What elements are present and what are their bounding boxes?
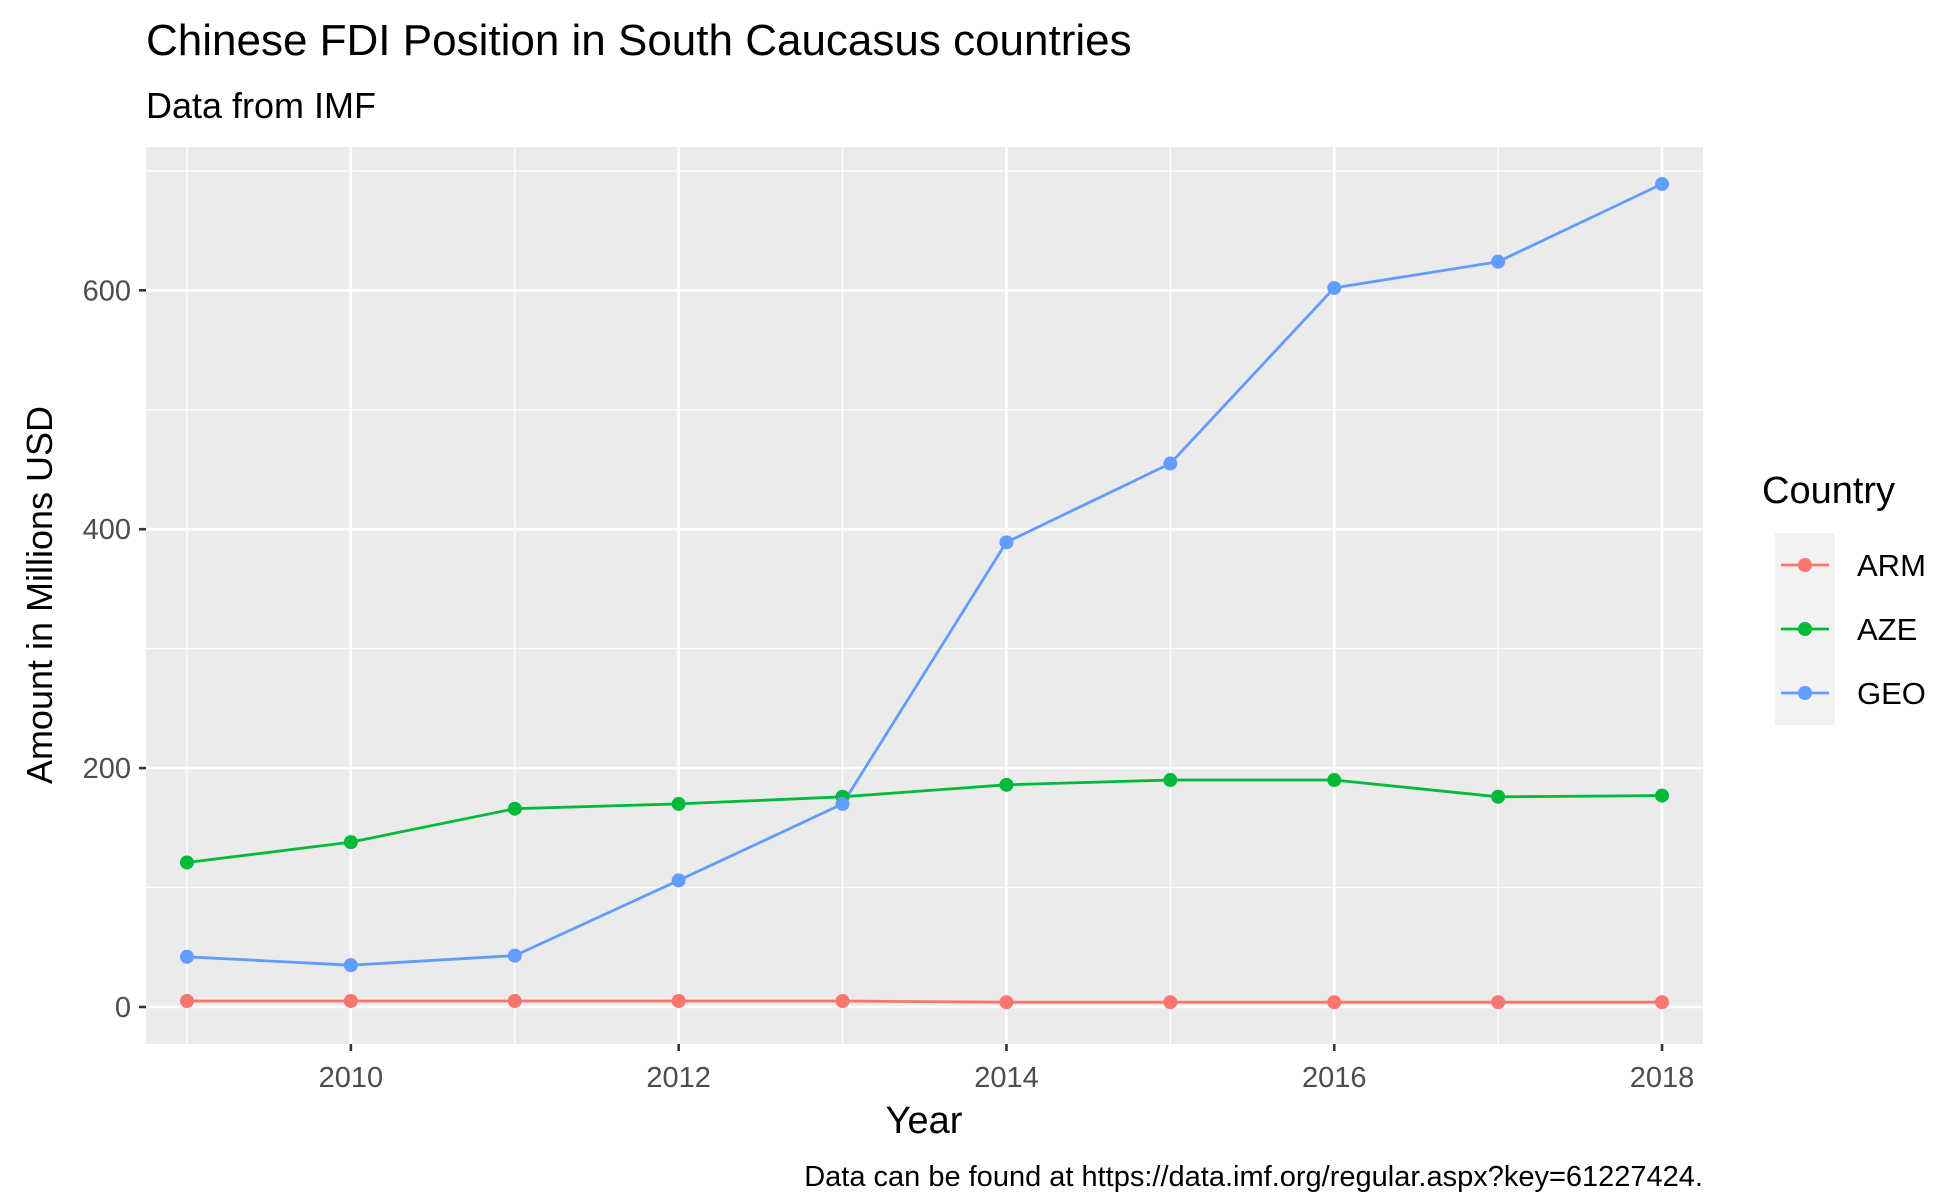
data-point-geo-2015 <box>1163 456 1178 471</box>
y-tick-label: 400 <box>83 514 131 546</box>
x-tick-label: 2010 <box>319 1062 384 1094</box>
x-tick-label: 2014 <box>974 1062 1039 1094</box>
x-axis: 2010 2012 2014 2016 2018 <box>319 1044 1695 1094</box>
legend-label-arm: ARM <box>1857 548 1926 583</box>
data-point-arm-2010 <box>343 994 358 1009</box>
data-point-geo-2013 <box>835 796 850 811</box>
data-point-aze-2010 <box>343 835 358 850</box>
grid-minor <box>146 147 1703 1044</box>
data-point-aze-2011 <box>507 801 522 816</box>
legend-title: Country <box>1762 470 1895 512</box>
data-point-aze-2014 <box>999 777 1014 792</box>
data-point-aze-2016 <box>1327 773 1342 788</box>
x-tick-label: 2012 <box>646 1062 711 1094</box>
data-point-arm-2009 <box>179 994 194 1009</box>
grid-major <box>146 147 1703 1044</box>
data-point-arm-2014 <box>999 995 1014 1010</box>
legend-label-geo: GEO <box>1857 676 1926 711</box>
data-point-arm-2012 <box>671 994 686 1009</box>
data-point-geo-2010 <box>343 958 358 973</box>
chart-subtitle: Data from IMF <box>146 85 376 126</box>
legend-label-aze: AZE <box>1857 612 1917 647</box>
y-axis-title: Amount in Millions USD <box>19 406 60 784</box>
data-point-arm-2011 <box>507 994 522 1009</box>
data-point-geo-2018 <box>1655 177 1670 192</box>
x-tick-label: 2016 <box>1302 1062 1367 1094</box>
y-tick-label: 0 <box>115 992 131 1024</box>
data-point-geo-2011 <box>507 948 522 963</box>
data-point-aze-2009 <box>179 855 194 870</box>
series-lines <box>186 182 1663 1004</box>
series-line-geo <box>186 182 1663 967</box>
data-point-geo-2017 <box>1491 254 1506 269</box>
data-point-arm-2018 <box>1655 995 1670 1010</box>
series-points <box>179 177 1670 1010</box>
data-point-geo-2016 <box>1327 280 1342 295</box>
x-tick-label: 2018 <box>1630 1062 1695 1094</box>
legend-key-point-geo <box>1798 686 1812 700</box>
legend-key-point-aze <box>1798 622 1812 636</box>
plot-panel <box>146 147 1703 1044</box>
data-point-arm-2015 <box>1163 995 1178 1010</box>
legend: Country ARM AZE GEO <box>1762 470 1926 725</box>
data-point-aze-2015 <box>1163 773 1178 788</box>
legend-key-point-arm <box>1798 558 1812 572</box>
series-line-arm <box>187 999 1662 1004</box>
chart-title: Chinese FDI Position in South Caucasus c… <box>146 16 1132 65</box>
data-point-geo-2012 <box>671 873 686 888</box>
data-point-arm-2016 <box>1327 995 1342 1010</box>
data-point-arm-2013 <box>835 994 850 1009</box>
data-point-geo-2014 <box>999 535 1014 550</box>
data-point-arm-2017 <box>1491 995 1506 1010</box>
y-axis: 0 200 400 600 <box>83 275 146 1024</box>
data-point-aze-2017 <box>1491 789 1506 804</box>
y-tick-label: 200 <box>83 753 131 785</box>
chart-caption: Data can be found at https://data.imf.or… <box>804 1161 1703 1193</box>
data-point-aze-2018 <box>1655 788 1670 803</box>
series-line-aze <box>186 778 1663 864</box>
x-axis-title: Year <box>886 1100 963 1142</box>
data-point-aze-2012 <box>671 796 686 811</box>
y-tick-label: 600 <box>83 275 131 307</box>
data-point-geo-2009 <box>179 949 194 964</box>
